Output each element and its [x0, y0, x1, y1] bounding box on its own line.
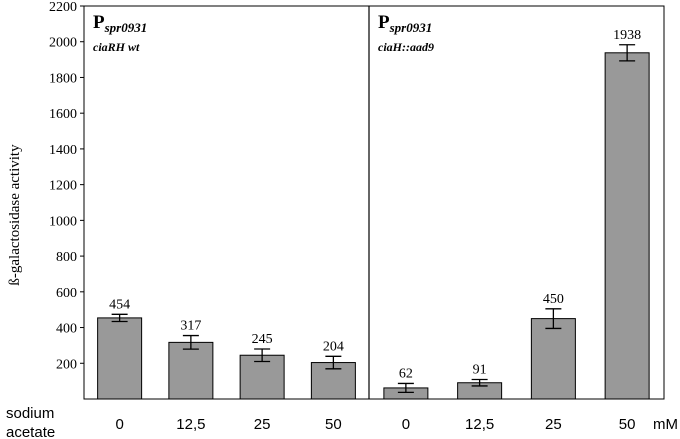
- x-tick-label: 12,5: [465, 416, 494, 433]
- y-axis: 200 400 600 800 1000 1200 1400 1600 1800 2000 2200: [49, 0, 84, 372]
- bar: [168, 341, 214, 400]
- bar: [604, 52, 650, 400]
- y-tick-label: 400: [56, 322, 77, 337]
- plot-frame: [83, 5, 665, 400]
- data-label: 454: [109, 297, 130, 312]
- y-tick-label: 1400: [49, 143, 77, 158]
- x-unit-label: mM: [653, 416, 678, 433]
- plot-border: [83, 5, 665, 400]
- y-tick-label: 2200: [49, 0, 77, 15]
- y-tick-label: 1000: [49, 214, 77, 229]
- data-label: 317: [180, 319, 201, 334]
- y-axis-title: ß-galactosidase activity: [7, 144, 23, 286]
- x-tick-label: 25: [545, 416, 562, 433]
- y-tick-label: 800: [56, 250, 77, 265]
- data-label: 245: [252, 332, 273, 347]
- y-tick-label: 600: [56, 286, 77, 301]
- data-label: 91: [473, 363, 487, 378]
- x-tick-label: 50: [619, 416, 636, 433]
- x-caption-line2: acetate: [6, 424, 55, 439]
- y-tick-label: 2000: [49, 36, 77, 51]
- y-tick-label: 200: [56, 357, 77, 372]
- data-label: 204: [323, 339, 344, 354]
- panel-promoter-label: Pspr0931: [93, 12, 147, 35]
- x-caption-line1: sodium: [6, 405, 54, 422]
- panel-strain-label: ciaH::aad9: [378, 40, 434, 54]
- y-tick-label: 1800: [49, 71, 77, 86]
- bars: 454 317 245 204 62 91 450 1938: [97, 28, 650, 400]
- x-axis: 0 12,5 25 50 0 12,5 25 50 sodium acetate mM: [6, 405, 678, 439]
- panel-promoter-label: Pspr0931: [378, 12, 432, 35]
- x-tick-label: 0: [402, 416, 410, 433]
- data-label: 62: [399, 366, 413, 381]
- x-tick-label: 0: [115, 416, 123, 433]
- panel-strain-label: ciaRH wt: [93, 40, 140, 54]
- x-tick-label: 12,5: [176, 416, 205, 433]
- data-label: 1938: [613, 28, 641, 43]
- bar: [530, 318, 576, 400]
- bar: [97, 317, 143, 400]
- x-tick-label: 50: [325, 416, 342, 433]
- x-tick-label: 25: [254, 416, 271, 433]
- y-tick-label: 1200: [49, 179, 77, 194]
- data-label: 450: [543, 292, 564, 307]
- y-tick-label: 1600: [49, 107, 77, 122]
